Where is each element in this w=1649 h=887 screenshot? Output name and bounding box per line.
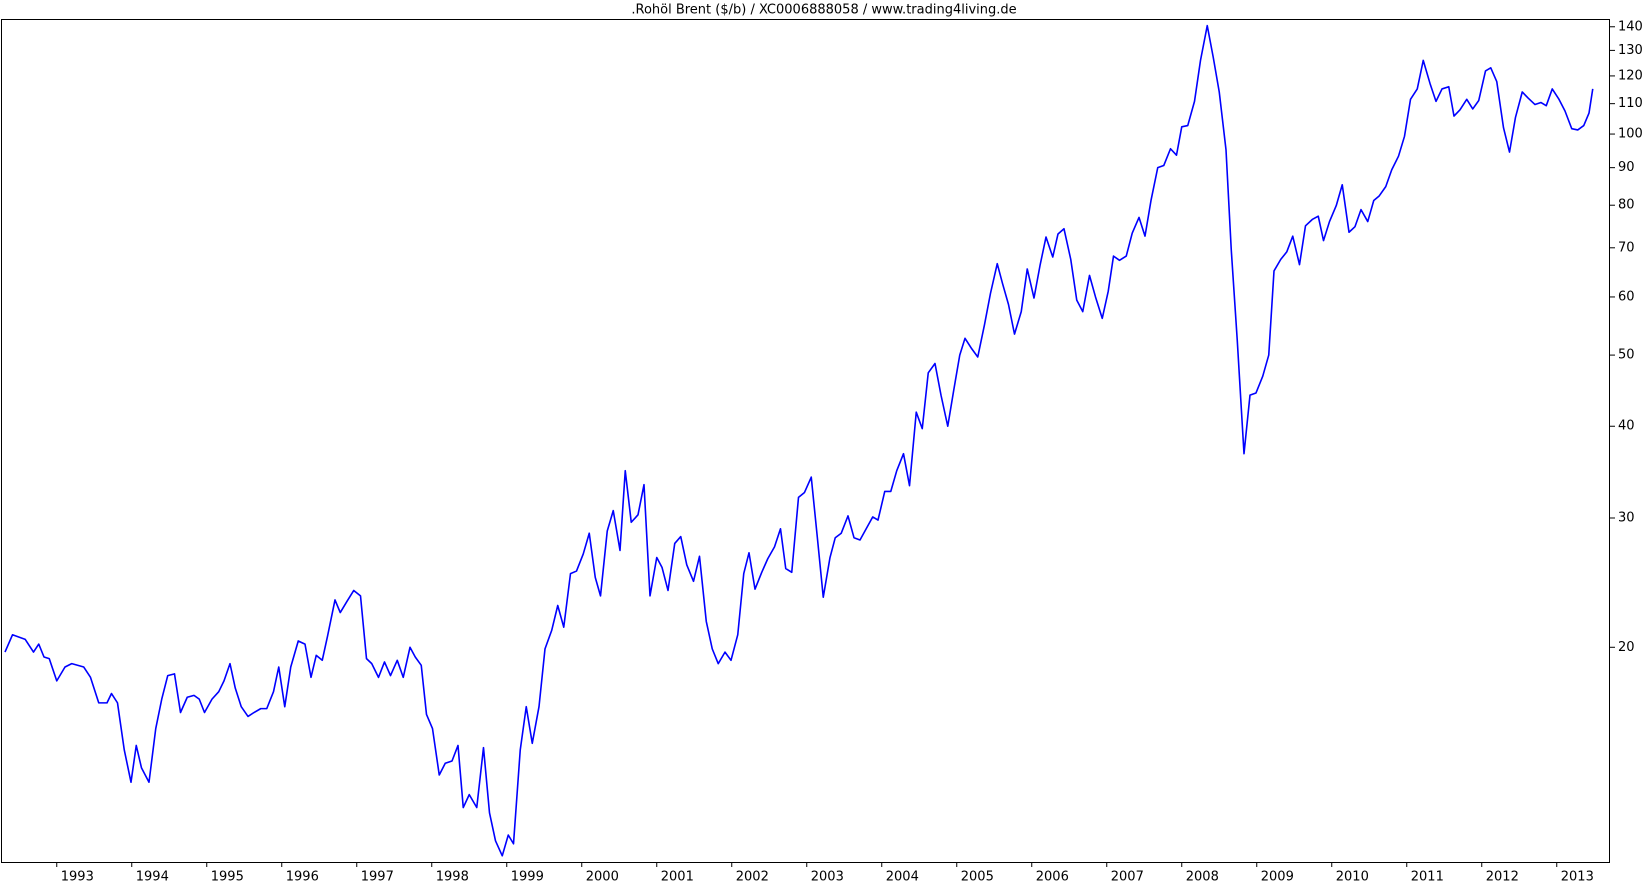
x-tick-label: 2002 xyxy=(736,870,769,885)
x-tick-label: 2009 xyxy=(1261,870,1294,885)
y-tick-label: 110 xyxy=(1618,96,1643,111)
x-tick-label: 2003 xyxy=(811,870,844,885)
x-tick-label: 2005 xyxy=(961,870,994,885)
x-tick-label: 2000 xyxy=(586,870,619,885)
x-tick-label: 1994 xyxy=(136,870,169,885)
x-tick-label: 1993 xyxy=(61,870,94,885)
y-tick-label: 130 xyxy=(1618,43,1643,58)
x-tick-label: 2008 xyxy=(1186,870,1219,885)
chart-title: .Rohöl Brent ($/b) / XC0006888058 / www.… xyxy=(631,3,1016,18)
y-tick-label: 80 xyxy=(1618,198,1635,213)
price-line xyxy=(4,24,1594,857)
y-tick-label: 30 xyxy=(1618,510,1635,525)
y-tick-label: 100 xyxy=(1618,127,1643,142)
x-tick-label: 1998 xyxy=(436,870,469,885)
x-tick-label: 2013 xyxy=(1561,870,1594,885)
x-tick-label: 1997 xyxy=(361,870,394,885)
x-tick-label: 2011 xyxy=(1411,870,1444,885)
x-tick-label: 2007 xyxy=(1111,870,1144,885)
y-tick-label: 70 xyxy=(1618,240,1635,255)
y-tick-label: 140 xyxy=(1618,19,1643,34)
plot-frame xyxy=(1,19,1610,863)
x-tick-label: 1995 xyxy=(211,870,244,885)
y-tick-label: 60 xyxy=(1618,289,1635,304)
y-tick-label: 90 xyxy=(1618,160,1635,175)
x-tick-label: 2006 xyxy=(1036,870,1069,885)
y-tick-label: 120 xyxy=(1618,68,1643,83)
x-tick-label: 2010 xyxy=(1336,870,1369,885)
y-tick-label: 50 xyxy=(1618,348,1635,363)
x-tick-label: 2004 xyxy=(886,870,919,885)
x-tick-label: 1996 xyxy=(286,870,319,885)
x-tick-label: 1999 xyxy=(511,870,544,885)
x-tick-label: 2001 xyxy=(661,870,694,885)
y-tick-label: 20 xyxy=(1618,640,1635,655)
y-tick-label: 40 xyxy=(1618,419,1635,434)
x-tick-label: 2012 xyxy=(1486,870,1519,885)
